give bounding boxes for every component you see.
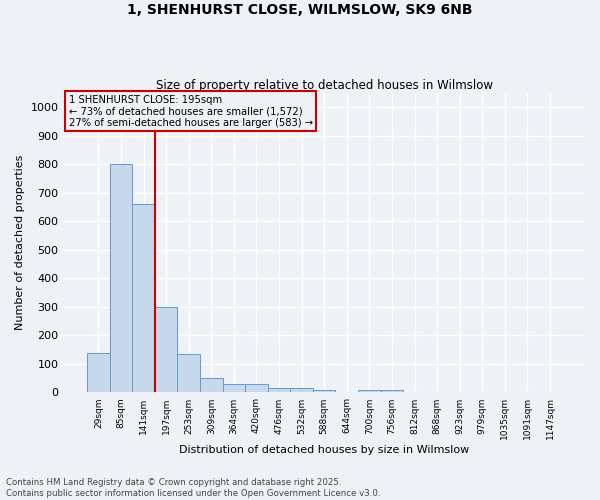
Bar [110, 164, 132, 392]
Bar [358, 390, 380, 392]
Text: 1, SHENHURST CLOSE, WILMSLOW, SK9 6NB: 1, SHENHURST CLOSE, WILMSLOW, SK9 6NB [127, 2, 473, 16]
Bar [313, 390, 335, 392]
Bar [87, 352, 110, 393]
Bar [200, 378, 223, 392]
Bar [245, 384, 268, 392]
Bar [268, 388, 290, 392]
Title: Size of property relative to detached houses in Wilmslow: Size of property relative to detached ho… [156, 79, 493, 92]
Bar [290, 388, 313, 392]
Bar [178, 354, 200, 393]
Bar [155, 307, 178, 392]
Bar [132, 204, 155, 392]
Bar [380, 390, 403, 392]
Text: 1 SHENHURST CLOSE: 195sqm
← 73% of detached houses are smaller (1,572)
27% of se: 1 SHENHURST CLOSE: 195sqm ← 73% of detac… [68, 94, 313, 128]
Y-axis label: Number of detached properties: Number of detached properties [15, 155, 25, 330]
Bar [223, 384, 245, 392]
X-axis label: Distribution of detached houses by size in Wilmslow: Distribution of detached houses by size … [179, 445, 469, 455]
Text: Contains HM Land Registry data © Crown copyright and database right 2025.
Contai: Contains HM Land Registry data © Crown c… [6, 478, 380, 498]
